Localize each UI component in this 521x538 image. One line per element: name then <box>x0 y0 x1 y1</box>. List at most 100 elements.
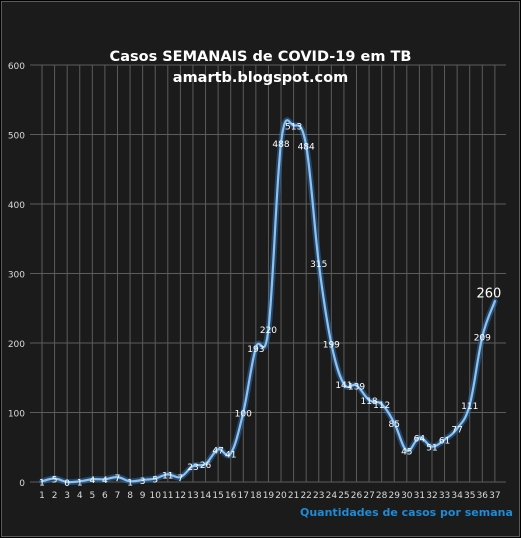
y-axis-ticks: 0 100 200 300 400 500 600 <box>8 62 25 489</box>
data-point <box>40 480 44 483</box>
data-label: 488 <box>272 140 289 150</box>
x-tick-label: 5 <box>89 491 95 501</box>
x-tick-label: 10 <box>149 491 161 501</box>
x-tick-label: 21 <box>288 491 299 501</box>
data-label: 118 <box>360 397 377 407</box>
data-label: 45 <box>401 448 412 458</box>
x-tick-label: 12 <box>175 491 186 501</box>
chart-title: Casos SEMANAIS de COVID-19 em TB <box>109 49 412 65</box>
y-tick-label: 0 <box>19 479 25 489</box>
data-point <box>116 475 119 479</box>
data-point <box>342 382 346 386</box>
x-tick-label: 20 <box>275 491 287 501</box>
y-tick-label: 100 <box>8 410 25 420</box>
data-point <box>443 438 446 441</box>
x-tick-label: 15 <box>212 491 223 501</box>
x-tick-label: 11 <box>162 491 173 501</box>
x-tick-label: 19 <box>263 491 275 501</box>
x-tick-label: 31 <box>414 491 425 501</box>
data-point <box>455 427 459 430</box>
data-point <box>430 445 434 448</box>
x-tick-label: 32 <box>426 491 437 501</box>
data-label: 61 <box>439 437 450 447</box>
data-label: 111 <box>461 402 478 412</box>
data-point <box>418 436 421 439</box>
data-label: 199 <box>323 341 340 351</box>
x-tick-label: 7 <box>115 491 121 501</box>
y-tick-label: 400 <box>8 201 25 211</box>
data-label: 5 <box>152 476 158 486</box>
x-tick-label: 1 <box>39 491 45 501</box>
data-point <box>330 342 333 345</box>
data-label: 513 <box>285 122 302 132</box>
data-label: 47 <box>212 446 223 456</box>
x-tick-label: 35 <box>464 491 475 501</box>
data-point <box>204 462 207 466</box>
y-tick-label: 200 <box>8 340 25 350</box>
x-tick-label: 27 <box>363 491 374 501</box>
data-label: 7 <box>178 474 184 484</box>
data-point <box>191 464 195 468</box>
data-label: 112 <box>373 401 390 411</box>
x-tick-label: 26 <box>351 491 363 501</box>
data-point <box>154 477 157 480</box>
data-label: 193 <box>247 345 264 355</box>
data-point <box>481 335 484 338</box>
data-label: 1 <box>77 478 83 488</box>
data-point <box>242 411 245 414</box>
data-label: 64 <box>414 435 426 445</box>
x-tick-label: 36 <box>477 491 489 501</box>
data-point <box>128 480 132 483</box>
x-tick-label: 18 <box>250 491 262 501</box>
data-point <box>304 144 308 147</box>
data-label: 1 <box>127 478 133 488</box>
y-tick-label: 500 <box>8 132 25 142</box>
data-label: 77 <box>451 425 462 435</box>
data-label: 7 <box>115 474 121 484</box>
data-point <box>380 402 383 406</box>
x-tick-label: 9 <box>140 491 146 501</box>
x-axis-ticks: 1 2 3 4 5 6 7 8 9 10 11 12 13 14 15 16 17 18 19 20 21 22 23 24 2… <box>39 491 500 501</box>
data-point <box>292 124 295 127</box>
data-label: 1 <box>39 478 45 488</box>
data-point <box>355 384 358 387</box>
data-label: 85 <box>389 420 400 430</box>
data-point <box>493 300 497 303</box>
data-point <box>53 477 56 480</box>
x-tick-label: 23 <box>313 491 324 501</box>
data-point <box>254 346 258 350</box>
x-tick-label: 4 <box>77 491 83 501</box>
data-point <box>78 480 81 483</box>
x-tick-label: 28 <box>376 491 388 501</box>
data-point <box>166 473 169 476</box>
data-point <box>91 478 94 481</box>
x-tick-label: 17 <box>238 491 249 501</box>
data-point <box>103 478 107 481</box>
data-label: 51 <box>426 444 437 454</box>
data-label: 315 <box>310 260 327 270</box>
data-label: 484 <box>298 143 315 153</box>
x-tick-label: 16 <box>225 491 237 501</box>
chart-subtitle: amartb.blogspot.com <box>172 70 349 86</box>
data-point <box>65 480 69 484</box>
data-point <box>405 449 409 452</box>
x-tick-label: 6 <box>102 491 108 501</box>
x-tick-label: 37 <box>489 491 500 501</box>
x-tick-label: 8 <box>127 491 133 501</box>
data-label: 5 <box>52 476 58 486</box>
data-label: 260 <box>476 286 501 301</box>
data-label: 209 <box>474 334 491 344</box>
x-tick-label: 24 <box>326 491 338 501</box>
x-tick-label: 30 <box>401 491 413 501</box>
data-point <box>279 141 283 145</box>
data-point <box>141 478 144 482</box>
data-point <box>179 475 182 479</box>
gridlines <box>30 64 506 483</box>
data-label: 4 <box>102 476 108 486</box>
data-point <box>229 452 232 455</box>
x-tick-label: 29 <box>389 491 401 501</box>
y-tick-label: 300 <box>8 271 25 281</box>
data-point <box>468 403 471 407</box>
x-tick-label: 22 <box>300 491 311 501</box>
